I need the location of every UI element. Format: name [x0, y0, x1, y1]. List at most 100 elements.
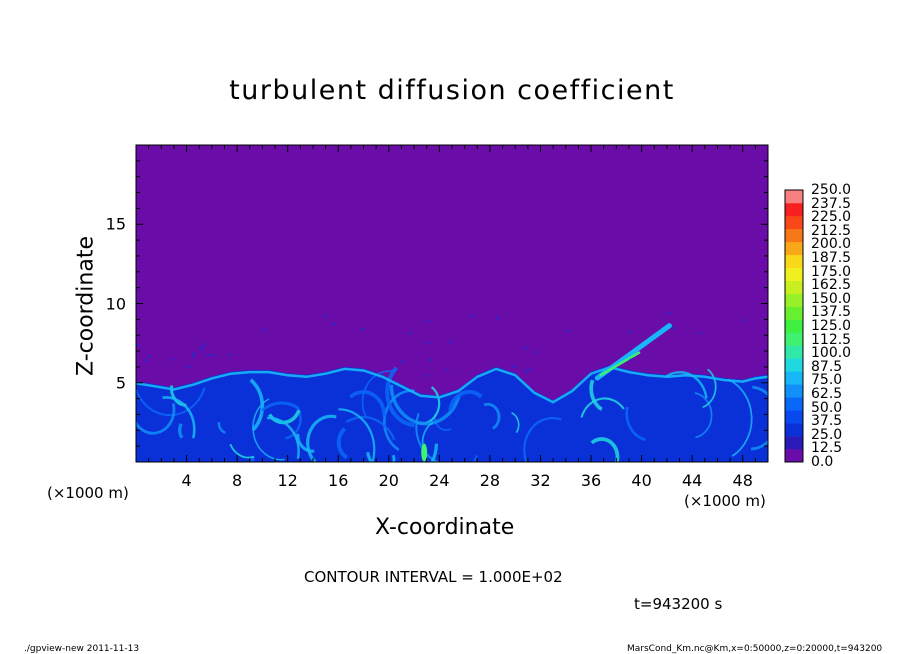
- colorbar-label: 150.0: [811, 290, 852, 307]
- turbulent-eddy: [580, 397, 625, 418]
- turbulence-speck: [566, 330, 569, 332]
- colorbar-swatch: [785, 371, 803, 385]
- colorbar-label: 137.5: [811, 304, 852, 321]
- x-tick-label: 20: [378, 471, 399, 490]
- turbulence-speck: [496, 316, 499, 319]
- turbulence-speck: [449, 341, 452, 344]
- colorbar-swatch: [785, 202, 803, 217]
- colorbar-swatch: [785, 345, 803, 359]
- turbulent-eddy: [361, 370, 395, 419]
- colorbar-label: 237.5: [811, 195, 852, 212]
- turbulent-eddy: [136, 386, 206, 417]
- colorbar-label: 12.5: [811, 440, 843, 457]
- footer-data-source: MarsCond_Km.nc@Km,x=0:50000,z=0:20000,t=…: [627, 644, 883, 654]
- turbulence-speck: [148, 355, 151, 358]
- turbulent-eddy: [136, 405, 138, 408]
- turbulence-speck: [429, 358, 432, 361]
- turbulence-speck: [743, 319, 746, 322]
- x-tick-label: 8: [232, 471, 243, 490]
- turbulence-speck: [525, 370, 527, 373]
- colorbar-label: 175.0: [811, 263, 852, 280]
- colorbar-label: 125.0: [811, 318, 852, 334]
- footer-program-date: ./gpview-new 2011-11-13: [24, 644, 140, 654]
- colorbar: [784, 189, 804, 463]
- colorbar-swatch: [785, 436, 803, 450]
- colorbar-swatch: [785, 241, 803, 256]
- turbulent-eddy: [702, 368, 717, 409]
- turbulent-eddy: [252, 398, 285, 461]
- turbulence-speck: [425, 374, 428, 377]
- turbulence-speck: [426, 342, 429, 345]
- turbulent-eddy: [231, 455, 255, 462]
- turbulent-eddy: [261, 401, 299, 412]
- turbulent-eddy: [229, 443, 255, 459]
- colorbar-label: 75.0: [811, 372, 843, 389]
- turbulence-speck: [667, 311, 670, 314]
- turbulence-speck: [534, 351, 537, 354]
- turbulent-eddy: [483, 402, 501, 430]
- colorbar-label: 62.5: [811, 386, 843, 402]
- colorbar-swatch: [785, 293, 803, 307]
- colorbar-swatch: [785, 358, 803, 372]
- colorbar-label: 25.0: [811, 426, 843, 443]
- turbulent-eddy: [217, 422, 226, 434]
- turbulent-eddy: [727, 378, 753, 457]
- x-axis-ticks: [135, 145, 769, 462]
- turbulent-eddy: [448, 389, 483, 411]
- turbulent-eddy: [421, 421, 434, 447]
- turbulence-speck: [333, 323, 336, 325]
- y-tick-label: 15: [105, 214, 126, 234]
- colorbar-label: 112.5: [811, 331, 852, 348]
- turbulence-speck: [698, 332, 701, 335]
- x-tick-label: 32: [530, 471, 551, 490]
- turbulent-eddy: [162, 396, 196, 439]
- colorbar-swatch: [785, 449, 803, 463]
- x-axis-label: X-coordinate: [375, 515, 515, 540]
- hot-spot: [421, 443, 428, 462]
- y-tick-label: 10: [105, 294, 126, 313]
- colorbar-label: 100.0: [811, 345, 852, 362]
- turbulence-speck: [324, 314, 327, 317]
- colorbar-label: 225.0: [811, 209, 852, 226]
- turbulence-speck: [203, 343, 206, 346]
- colorbar-frame: [784, 189, 804, 463]
- turbulent-eddy: [336, 427, 349, 460]
- colorbar-swatch: [785, 215, 803, 230]
- x-axis-unit-right: (×1000 m): [684, 492, 766, 510]
- turbulence-speck: [427, 319, 429, 322]
- turbulence-speck: [144, 359, 147, 362]
- colorbar-swatch: [785, 190, 803, 204]
- colorbar-label: 87.5: [811, 358, 843, 375]
- turbulence-speck: [524, 347, 527, 350]
- boundary-layer-region: [136, 365, 768, 462]
- turbulence-speck: [171, 358, 174, 361]
- turbulence-speck: [263, 328, 266, 331]
- turbulence-speck: [207, 354, 210, 356]
- turbulent-eddy: [345, 416, 396, 441]
- turbulence-speck: [629, 358, 632, 361]
- colorbar-label: 250.0: [811, 182, 852, 198]
- colorbar-swatch: [785, 306, 803, 320]
- turbulent-eddy: [750, 385, 768, 451]
- colorbar-swatch: [785, 397, 803, 411]
- turbulent-eddy: [389, 384, 461, 426]
- colorbar-swatch: [785, 280, 803, 294]
- turbulence-speck: [192, 352, 195, 355]
- x-tick-label: 40: [631, 471, 652, 490]
- colorbar-swatch: [785, 267, 803, 281]
- colorbar-label: 212.5: [811, 222, 852, 239]
- x-tick-label: 44: [681, 471, 703, 490]
- turbulence-speck: [409, 332, 412, 335]
- x-axis-unit-left: (×1000 m): [47, 484, 129, 502]
- turbulent-eddy: [178, 423, 184, 439]
- turbulence-speck: [361, 327, 364, 330]
- turbulent-eddy: [523, 416, 562, 462]
- contour-interval-text: CONTOUR INTERVAL = 1.000E+02: [304, 568, 563, 586]
- turbulence-speck: [446, 368, 449, 371]
- turbulence-speck: [401, 360, 404, 363]
- x-tick-label: 4: [181, 471, 192, 490]
- colorbar-swatch: [785, 254, 803, 269]
- colorbar-label: 50.0: [811, 399, 843, 416]
